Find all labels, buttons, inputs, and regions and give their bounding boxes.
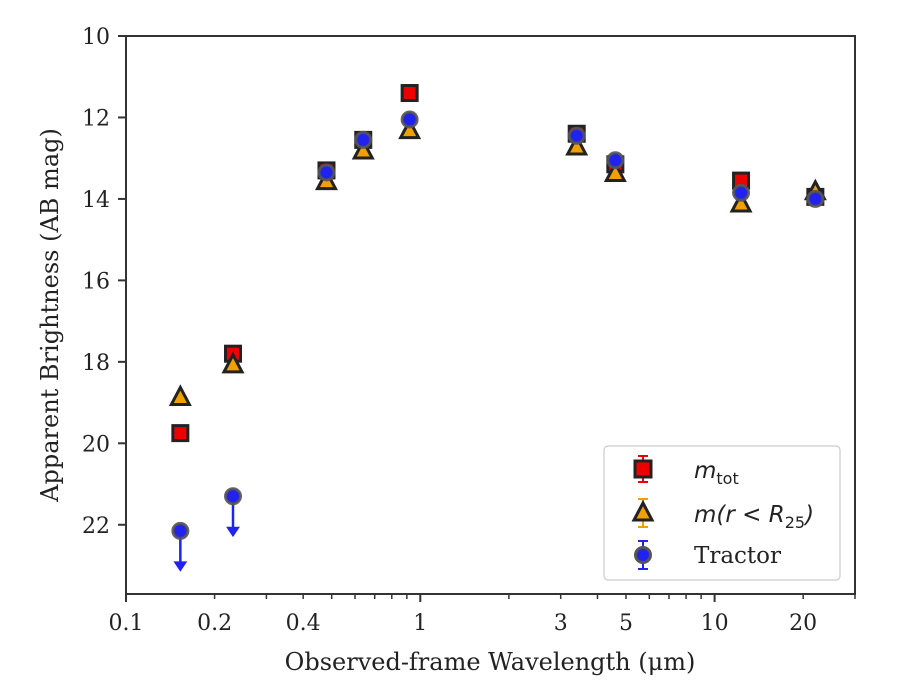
plot-frame xyxy=(125,35,856,595)
point-tractor xyxy=(317,163,336,182)
point-tractor xyxy=(224,487,243,506)
series-circle xyxy=(171,110,825,572)
y-axis-label: Apparent Brightness (AB mag) xyxy=(36,128,64,503)
y-tick-label: 22 xyxy=(82,514,110,539)
legend-box xyxy=(603,445,841,581)
y-tick-label: 14 xyxy=(82,188,110,213)
legend-triangle-marker xyxy=(631,499,655,522)
point-mr25 xyxy=(168,384,192,406)
point-tractor xyxy=(400,110,419,129)
x-tick-label: 1 xyxy=(413,611,427,636)
point-tractor xyxy=(567,126,586,145)
legend-item-mtot: mtot xyxy=(633,455,739,488)
y-tick-label: 18 xyxy=(82,351,110,376)
point-tractor xyxy=(354,130,373,149)
point-tractor xyxy=(606,151,625,170)
axis-ticks: 10 12 14 16 18 20 22 0.1 0.2 0.4 1 3 5 10 20 xyxy=(82,25,856,636)
legend-square-marker xyxy=(633,459,653,479)
point-tractor xyxy=(806,189,825,208)
point-mr25 xyxy=(729,190,753,213)
legend-label-mr25: m(r < R25) xyxy=(694,502,814,532)
y-tick-label: 10 xyxy=(82,25,110,50)
legend-label-mtot: mtot xyxy=(694,458,739,488)
series-triangle xyxy=(168,117,827,406)
x-tick-label: 10 xyxy=(701,611,729,636)
point-mr25 xyxy=(565,133,589,156)
upper-limit-arrow xyxy=(173,561,188,572)
x-tick-label: 3 xyxy=(554,611,568,636)
point-mr25 xyxy=(398,117,422,140)
legend-circle-marker xyxy=(634,546,652,564)
point-mtot xyxy=(400,84,419,103)
x-tick-label: 0.1 xyxy=(109,611,144,636)
point-mtot xyxy=(171,424,190,443)
y-tick-label: 20 xyxy=(82,432,110,457)
legend-label-tractor: Tractor xyxy=(694,543,781,569)
x-axis-label: Observed-frame Wavelength (μm) xyxy=(285,648,696,676)
legend: mtot m(r < R25) Tractor xyxy=(603,445,841,581)
x-tick-label: 0.2 xyxy=(197,611,232,636)
upper-limit-arrow xyxy=(226,526,240,538)
legend-item-tractor: Tractor xyxy=(634,540,781,570)
point-tractor xyxy=(732,183,751,202)
point-mr25 xyxy=(221,351,245,374)
x-tick-label: 5 xyxy=(619,611,633,636)
y-tick-label: 12 xyxy=(82,106,110,131)
y-tick-label: 16 xyxy=(82,269,110,294)
data-marks xyxy=(168,84,827,572)
point-mr25 xyxy=(351,137,375,160)
legend-item-mr25: m(r < R25) xyxy=(631,498,814,532)
point-tractor xyxy=(171,521,190,540)
point-mr25 xyxy=(603,160,627,182)
series-square xyxy=(171,84,825,443)
x-tick-label: 20 xyxy=(789,611,817,636)
x-tick-label: 0.4 xyxy=(286,611,321,636)
